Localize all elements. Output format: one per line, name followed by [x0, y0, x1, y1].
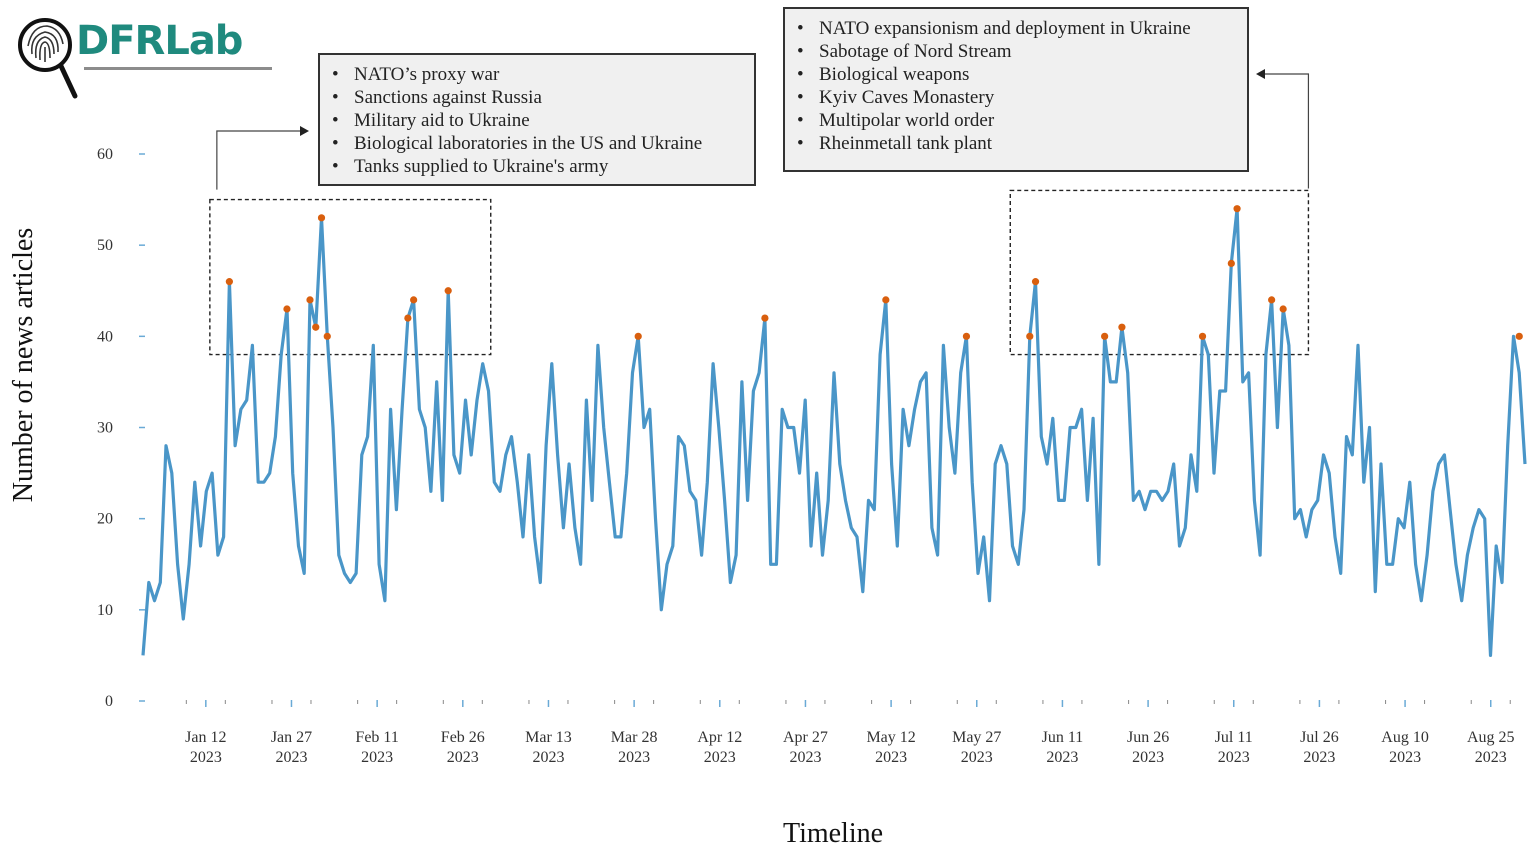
- x-tick-label: Jan 27 2023: [271, 729, 312, 766]
- x-tick-label: Jan 12 2023: [185, 729, 226, 766]
- y-tick-label: 50: [97, 237, 113, 254]
- peak-marker: [1198, 332, 1207, 340]
- peak-marker: [317, 214, 326, 222]
- x-tick-label: Aug 25 2023: [1467, 729, 1515, 766]
- x-tick-label: Feb 11 2023: [355, 729, 398, 766]
- x-tick-label: Mar 13 2023: [525, 729, 572, 766]
- x-tick-label: Apr 12 2023: [697, 729, 742, 766]
- x-tick-label: Jul 11 2023: [1215, 729, 1253, 766]
- x-axis: Jan 12 2023 Jan 27 2023 Feb 11 2023 Feb 26 2023…: [185, 700, 1515, 766]
- annotation-item: Biological laboratories in the US and Uk…: [330, 132, 740, 155]
- annotation-item: Multipolar world order: [795, 109, 1233, 132]
- x-axis-title: Timeline: [783, 818, 883, 849]
- peak-marker: [404, 314, 412, 322]
- annotation-item: NATO expansionism and deployment in Ukra…: [795, 17, 1233, 40]
- x-tick-label: Apr 27 2023: [783, 729, 828, 766]
- connector-early-2023: [216, 130, 300, 190]
- annotation-item: Sabotage of Nord Stream: [795, 40, 1233, 63]
- y-tick-label: 30: [97, 420, 113, 437]
- highlight-region-mid-2023: [1009, 189, 1310, 356]
- x-tick-label: May 27 2023: [952, 729, 1001, 766]
- peak-marker: [761, 314, 769, 322]
- y-axis: 0 10 20 30 40 50 60: [97, 146, 145, 710]
- peak-marker: [1031, 278, 1040, 286]
- y-tick-label: 0: [105, 693, 113, 710]
- peak-marker: [634, 332, 642, 340]
- y-tick-label: 10: [97, 602, 113, 619]
- annotation-item: Biological weapons: [795, 63, 1233, 86]
- peak-marker: [1118, 323, 1126, 331]
- x-tick-label: Feb 26 2023: [441, 729, 485, 766]
- dfrlab-logo: DFRLab: [14, 12, 284, 102]
- peak-marker: [283, 305, 291, 313]
- x-tick-label: Jun 26 2023: [1127, 729, 1169, 766]
- annotation-item: Tanks supplied to Ukraine's army: [330, 155, 740, 178]
- x-tick-label: Jul 26 2023: [1300, 729, 1339, 766]
- x-tick-label: Aug 10 2023: [1381, 729, 1429, 766]
- highlight-region-early-2023: [209, 198, 492, 356]
- peak-marker: [882, 296, 890, 304]
- annotation-box-mid-2023: NATO expansionism and deployment in Ukra…: [783, 7, 1249, 172]
- annotation-connectors: [216, 69, 1310, 190]
- peak-marker: [962, 332, 971, 340]
- x-tick-label: Jun 11 2023: [1042, 729, 1084, 766]
- peak-marker: [312, 323, 320, 331]
- peak-marker: [1515, 332, 1523, 340]
- peak-marker: [1026, 332, 1034, 340]
- x-tick-label: Mar 28 2023: [611, 729, 658, 766]
- peak-markers: [225, 205, 1523, 340]
- y-tick-label: 20: [97, 511, 113, 528]
- y-tick-label: 60: [97, 146, 113, 163]
- peak-marker: [1268, 296, 1276, 304]
- highlight-regions: [209, 189, 1310, 356]
- annotation-item: Sanctions against Russia: [330, 86, 740, 109]
- peak-marker: [410, 296, 418, 304]
- peak-marker: [323, 332, 331, 340]
- annotation-item: Military aid to Ukraine: [330, 109, 740, 132]
- peak-marker: [1101, 332, 1109, 340]
- peak-marker: [1279, 305, 1287, 313]
- arrowhead-icon: [1256, 69, 1265, 79]
- y-axis-title: Number of news articles: [8, 228, 39, 502]
- fingerprint-magnifier-icon: [18, 18, 78, 99]
- y-tick-label: 40: [97, 328, 113, 345]
- annotation-item: Rheinmetall tank plant: [795, 132, 1233, 155]
- logo-text: DFRLab: [76, 18, 243, 64]
- series-line-daily-articles: [141, 207, 1527, 657]
- logo-underline: [84, 67, 272, 70]
- peak-marker: [1233, 205, 1241, 213]
- peak-marker: [444, 287, 452, 295]
- x-tick-label: May 12 2023: [866, 729, 915, 766]
- peak-marker: [225, 278, 233, 286]
- annotation-item: Kyiv Caves Monastery: [795, 86, 1233, 109]
- annotation-item: NATO’s proxy war: [330, 63, 740, 86]
- peak-marker: [1227, 259, 1235, 267]
- annotation-box-early-2023: NATO’s proxy war Sanctions against Russi…: [318, 53, 756, 186]
- arrowhead-icon: [300, 126, 309, 136]
- peak-marker: [306, 296, 314, 304]
- connector-mid-2023: [1265, 73, 1310, 189]
